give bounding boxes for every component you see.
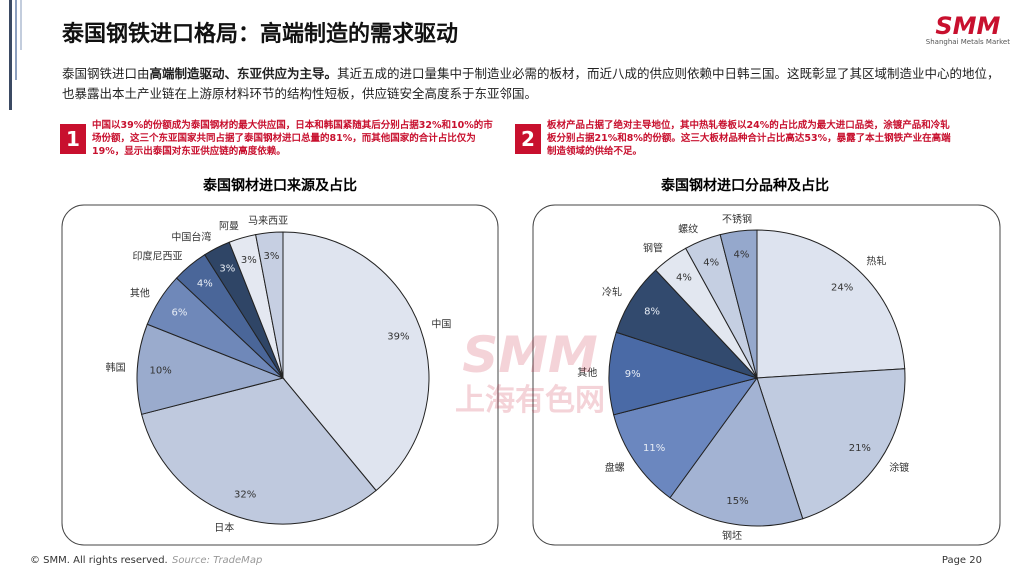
data-label: 11% [643,443,665,454]
pie-slice [669,376,804,527]
chart-title: 泰国钢材进口来源及占比 [202,177,357,194]
watermark-text: SMM [462,330,598,384]
slice-label: 韩国 [106,361,126,374]
pie-slice [613,377,759,499]
deco-bars [9,0,22,110]
logo-text: SMM [935,12,1001,40]
pie-slice [719,229,758,379]
slice-label: 钢管 [643,242,663,255]
pie-slice [255,231,284,379]
source: Source: TradeMap [172,555,263,566]
data-label: 32% [234,490,256,501]
data-label: 3% [241,255,257,266]
slice-label: 螺纹 [678,222,698,235]
watermark-text: 上海有色网 [455,383,605,418]
chart-title: 泰国钢材进口分品种及占比 [660,177,829,194]
slice-label: 冷轧 [602,285,622,298]
logo-sub: Shanghai Metals Market [925,38,1010,46]
slice-label: 热轧 [866,254,886,267]
title: 泰国钢铁进口格局：高端制造的需求驱动 [62,22,459,47]
data-label: 21% [849,443,871,454]
data-label: 24% [831,282,853,293]
copyright: © SMM. All rights reserved. [30,555,168,566]
data-label: 3% [264,251,280,262]
slice-label: 印度尼西亚 [132,250,182,263]
slice-label: 日本 [214,521,234,534]
note-number: 1 [60,124,86,154]
note-text: 中国以39%的份额成为泰国钢材的最大供应国，日本和韩国紧随其后分别占据32%和1… [92,120,493,157]
note-number: 2 [515,124,541,154]
pie-slice [136,323,285,415]
note-text: 板材产品占据了绝对主导地位，其中热轧卷板以24%的占比成为最大进口品类，涂镀产品… [547,120,951,157]
pie-slice [140,377,377,525]
slice-label: 盘螺 [605,461,625,474]
data-label: 4% [676,272,692,283]
data-label: 6% [172,307,188,318]
slice-label: 阿曼 [219,221,239,233]
panel [532,204,1001,546]
slice-label: 马来西亚 [248,215,288,227]
data-label: 4% [733,250,749,261]
data-label: 15% [726,496,748,507]
pie-slice [756,229,906,379]
charts: 泰国钢材进口来源及占比 39% 中国 32% 日本 10% 韩国 6% 其他 4% 印度尼西亚 3% 中… [61,177,1001,546]
data-label: 4% [703,257,719,268]
pie-slice [608,331,759,416]
page-number: Page 20 [941,555,982,566]
pie-slice [756,368,906,520]
slice-label: 其他 [130,287,150,300]
watermark: SMM 上海有色网 [455,330,605,418]
data-label: 9% [625,369,641,380]
slice-label: 中国 [431,318,451,331]
slice-label: 不锈钢 [722,212,752,225]
intro: 泰国钢铁进口由高端制造驱动、东亚供应为主导。其近五成的进口量集中于制造业必需的板… [62,64,1007,104]
slice-label: 涂镀 [889,461,909,474]
pie-slice [282,231,430,492]
slice-label: 其他 [577,366,597,379]
data-label: 4% [197,279,213,290]
data-label: 3% [219,264,235,275]
slice-label: 中国台湾 [171,231,211,244]
data-label: 10% [149,365,171,376]
data-label: 39% [387,331,409,342]
panel [61,204,499,546]
intro-text: 其近五成的进口量集中于制造业必需的板材，而近八成的供应则依赖中日韩三国。这既彰显… [62,66,1000,101]
intro-text: 泰国钢铁进口由 [62,66,150,81]
data-label: 8% [644,306,660,317]
logo: SMM Shanghai Metals Market [926,14,1010,46]
slice-label: 钢坯 [722,529,742,542]
intro-bold: 高端制造驱动、东亚供应为主导。 [149,66,338,81]
